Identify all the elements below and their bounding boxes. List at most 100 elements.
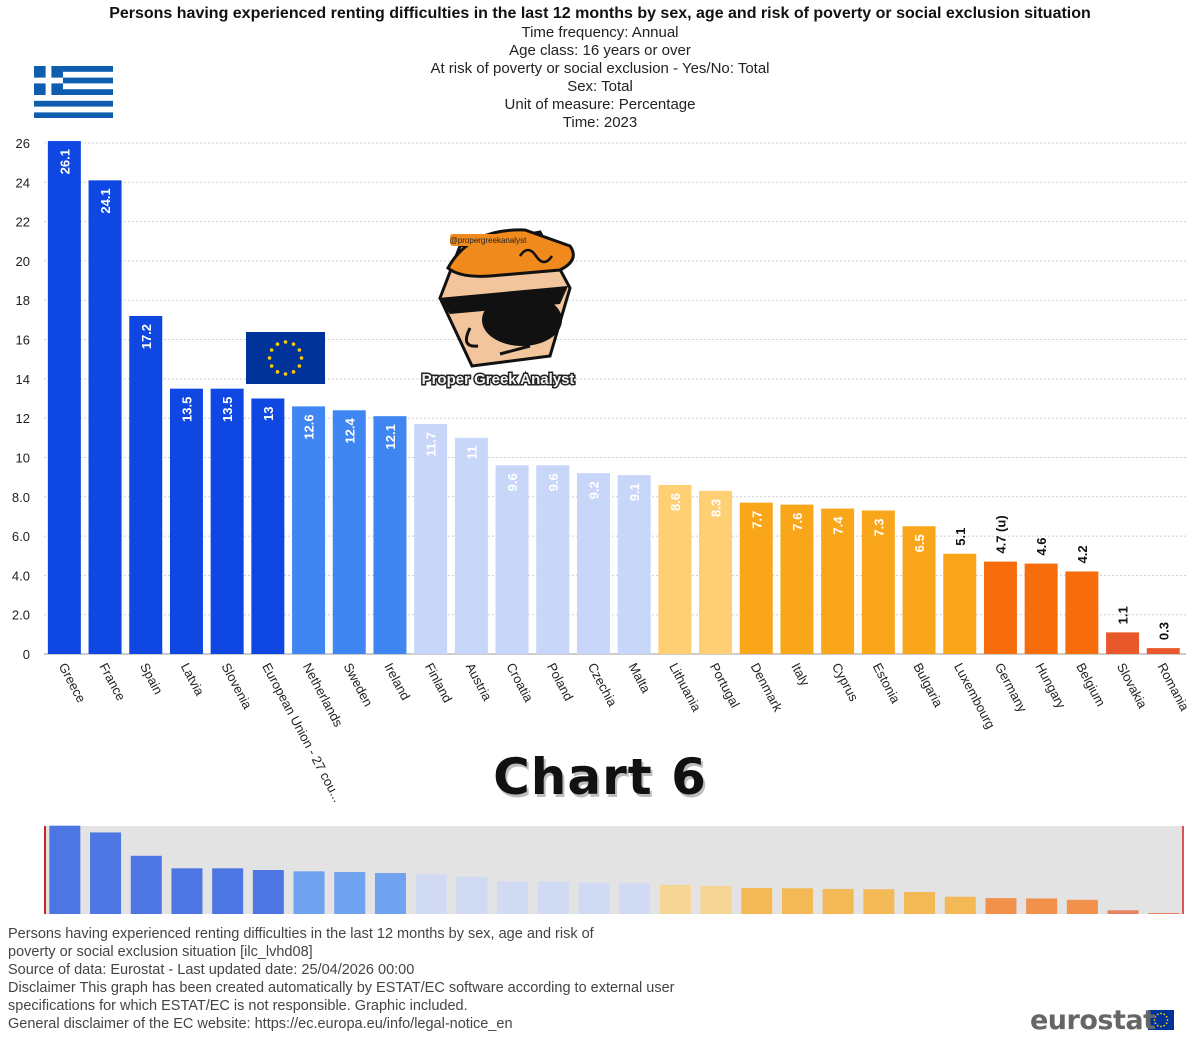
bar[interactable]	[332, 410, 366, 654]
chart-number-label: Chart 6	[493, 748, 707, 806]
bar[interactable]	[983, 561, 1017, 654]
bar-value-label: 9.6	[505, 473, 520, 491]
bar[interactable]	[902, 526, 936, 654]
bar-value-label: 8.6	[668, 493, 683, 511]
y-tick-label: 24	[16, 175, 30, 190]
x-tick-label: Hungary	[1033, 660, 1070, 711]
bar[interactable]	[495, 465, 529, 654]
x-tick-label: Poland	[544, 660, 576, 703]
eurostat-logo[interactable]: eurostat	[1030, 1005, 1156, 1036]
footer-line-source: Source of data: Eurostat - Last updated …	[8, 962, 415, 978]
footer-line-dataset-1: Persons having experienced renting diffi…	[8, 926, 594, 942]
x-tick-label: Malta	[626, 660, 655, 696]
x-tick-label: Lithuania	[666, 660, 704, 714]
footer-line-disclaimer-2: specifications for which ESTAT/EC is not…	[8, 998, 468, 1014]
bar[interactable]	[576, 473, 610, 654]
bar[interactable]	[1024, 563, 1058, 654]
bar-value-label: 4.7 (u)	[993, 515, 1008, 553]
bar[interactable]	[292, 406, 326, 654]
bar[interactable]	[47, 141, 81, 655]
eu-star	[1163, 1024, 1166, 1027]
x-tick-label: Belgium	[1073, 660, 1108, 709]
bar-value-label: 13	[261, 407, 276, 421]
bar-value-label: 7.6	[790, 513, 805, 531]
bar-value-label: 9.1	[627, 483, 642, 501]
eu-star	[1165, 1022, 1168, 1025]
eu-star	[267, 356, 272, 360]
eu-star	[1160, 1012, 1162, 1015]
bar[interactable]	[739, 502, 773, 654]
eurostat-wordmark: eurostat	[1030, 1005, 1156, 1036]
x-tick-label: Netherlands	[300, 660, 346, 729]
navigator-bar	[171, 868, 203, 914]
meta-poverty-risk: At risk of poverty or social exclusion -…	[430, 60, 770, 77]
x-tick-label: Finland	[422, 660, 455, 705]
meta-unit: Unit of measure: Percentage	[504, 96, 696, 113]
bar-value-label: 13.5	[179, 397, 194, 422]
bar[interactable]	[129, 315, 163, 654]
bar[interactable]	[536, 465, 570, 654]
bar[interactable]	[658, 484, 692, 654]
x-tick-label: Italy	[788, 660, 813, 689]
bar[interactable]	[210, 388, 244, 654]
navigator-bar	[415, 874, 447, 914]
meta-time: Time: 2023	[562, 114, 638, 131]
y-tick-label: 14	[16, 372, 30, 387]
bar-value-label: 8.3	[709, 499, 724, 517]
y-tick-label: 26	[16, 136, 30, 151]
bar[interactable]	[414, 424, 448, 654]
x-tick-label: Estonia	[870, 660, 904, 706]
chart-title: Persons having experienced renting diffi…	[109, 5, 1091, 22]
bar-value-label: 5.1	[953, 528, 968, 546]
bar-value-labels: 26.1 24.1 17.2 13.5 13.5 13 12.6 12.4 12.1 11.7 11…	[57, 149, 1171, 640]
bar-value-label: 4.6	[1034, 538, 1049, 556]
eu-star	[1154, 1022, 1157, 1025]
bar[interactable]	[1146, 648, 1180, 654]
bar[interactable]	[821, 508, 855, 654]
y-tick-label: 8.0	[12, 490, 30, 505]
navigator-bar	[212, 868, 244, 914]
y-tick-label: 4.0	[12, 568, 30, 583]
eu-star	[1156, 1013, 1159, 1016]
bar[interactable]	[1065, 571, 1099, 654]
x-tick-label: France	[96, 660, 128, 703]
bar-value-label: 9.2	[586, 481, 601, 499]
navigator-bar	[497, 881, 529, 914]
navigator-bar	[822, 888, 854, 914]
x-tick-label: Czechia	[585, 660, 621, 709]
bar-value-label: 9.6	[546, 473, 561, 491]
bar-value-label: 4.2	[1075, 545, 1090, 563]
navigator-bar	[130, 855, 162, 914]
bar-value-label: 26.1	[57, 149, 72, 174]
x-tick-label: Cyprus	[829, 660, 862, 704]
navigator-bar	[293, 871, 325, 914]
navigator-bar	[49, 825, 81, 914]
y-axis-ticks: 0 2.0 4.0 6.0 8.0 10 12 14 16 18 20 22 24 26	[12, 136, 30, 662]
bar-value-label: 12.1	[383, 424, 398, 449]
x-tick-label: Greece	[56, 660, 89, 705]
eu-star	[1165, 1015, 1168, 1018]
eu-star	[275, 342, 280, 346]
bar[interactable]	[373, 416, 407, 654]
bar[interactable]	[169, 388, 203, 654]
meta-sex: Sex: Total	[567, 78, 633, 95]
bar[interactable]	[617, 475, 651, 654]
bar-value-label: 7.4	[831, 516, 846, 535]
cartoon-mascot-icon: @propergreekanalyst Proper Greek Analyst	[420, 228, 576, 390]
bar[interactable]	[943, 553, 977, 654]
x-tick-label: Spain	[137, 660, 166, 696]
navigator-bar	[700, 885, 732, 914]
bar[interactable]	[454, 437, 488, 654]
bar[interactable]	[861, 510, 895, 654]
bar[interactable]	[699, 490, 733, 654]
eu-star	[283, 372, 288, 376]
navigator-bar	[537, 881, 569, 914]
eu-star	[291, 370, 296, 374]
footer-line-disclaimer-1: Disclaimer This graph has been created a…	[8, 980, 675, 996]
navigator-bar	[252, 870, 284, 914]
bar[interactable]	[251, 398, 285, 655]
x-tick-label: Romania	[1155, 660, 1193, 714]
bar[interactable]	[88, 180, 122, 655]
bar[interactable]	[780, 504, 814, 654]
bar[interactable]	[1106, 632, 1140, 654]
